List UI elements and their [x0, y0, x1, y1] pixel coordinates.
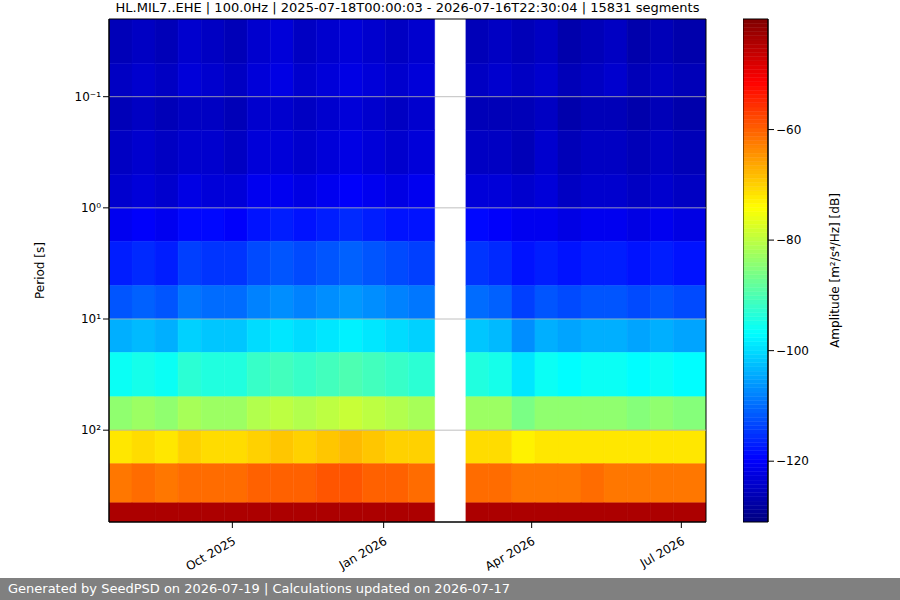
svg-text:10⁻¹: 10⁻¹	[75, 90, 102, 104]
svg-text:10⁰: 10⁰	[81, 201, 101, 215]
svg-text:−100: −100	[776, 344, 809, 358]
svg-text:Amplitude [m²/s⁴/Hz] [dB]: Amplitude [m²/s⁴/Hz] [dB]	[828, 193, 842, 348]
svg-text:Apr 2026: Apr 2026	[483, 534, 538, 574]
svg-text:−80: −80	[776, 233, 801, 247]
svg-text:Jan 2026: Jan 2026	[336, 534, 390, 573]
svg-text:Period [s]: Period [s]	[33, 242, 47, 299]
svg-text:10²: 10²	[81, 423, 101, 437]
svg-text:10¹: 10¹	[81, 312, 101, 326]
svg-text:−120: −120	[776, 454, 809, 468]
html-text:Generated by SeedPSD on 2026-0: Generated by SeedPSD on 2026-07-19 | Cal…	[8, 581, 510, 596]
svg-text:Jul 2026: Jul 2026	[637, 534, 687, 571]
svg-text:−60: −60	[776, 123, 801, 137]
html-text:HL.MIL7..EHE | 100.0Hz | 2025-: HL.MIL7..EHE | 100.0Hz | 2025-07-18T00:0…	[115, 0, 700, 15]
svg-text:Oct 2025: Oct 2025	[183, 534, 238, 574]
